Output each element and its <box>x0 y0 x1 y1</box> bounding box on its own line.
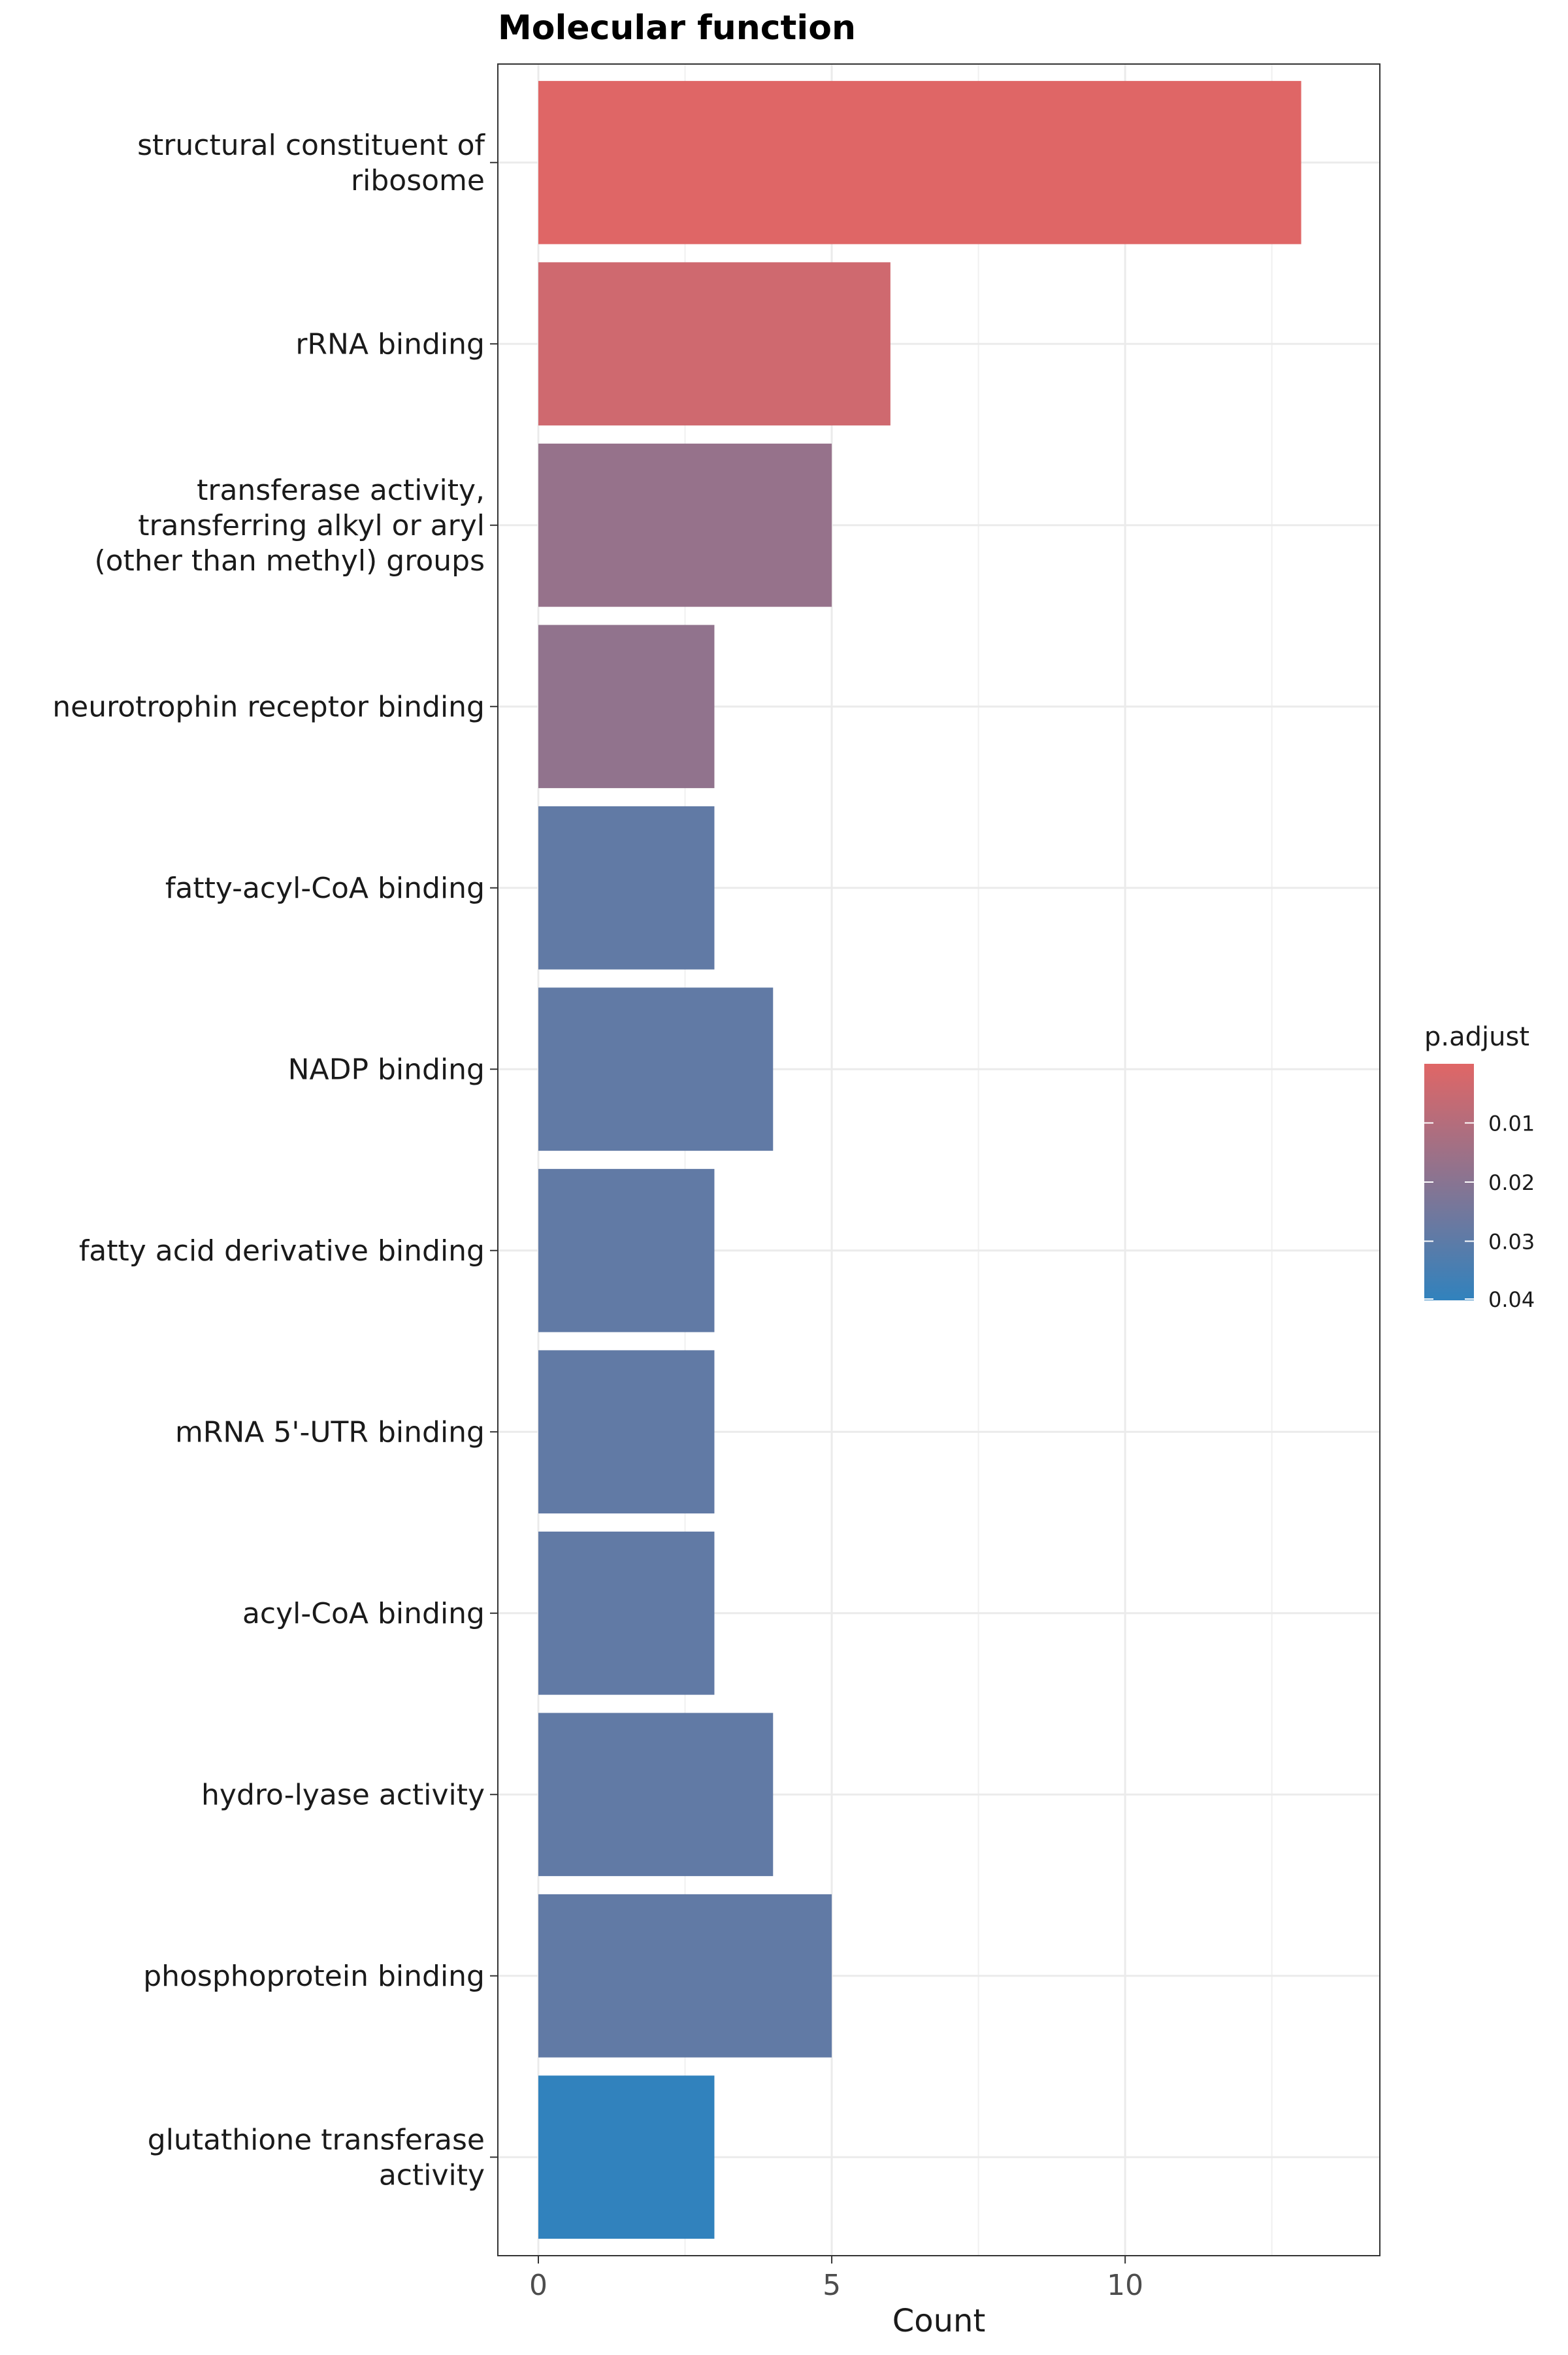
category-label: neurotrophin receptor binding <box>52 690 485 723</box>
bar <box>538 262 890 426</box>
category-label: ribosome <box>351 164 485 197</box>
bar <box>538 1531 715 1695</box>
category-label: transferring alkyl or aryl <box>138 509 485 542</box>
legend-tick-label: 0.03 <box>1488 1230 1535 1255</box>
category-label: phosphoprotein binding <box>143 1960 485 1993</box>
category-label: transferase activity, <box>197 474 485 507</box>
x-tick-label: 5 <box>823 2269 841 2302</box>
category-label: rRNA binding <box>295 327 485 361</box>
chart-title: Molecular function <box>498 8 856 48</box>
bar <box>538 625 715 789</box>
legend-title: p.adjust <box>1424 1022 1529 1052</box>
category-label: glutathione transferase <box>148 2123 485 2156</box>
bar <box>538 443 832 607</box>
category-label: hydro-lyase activity <box>201 1778 485 1811</box>
category-label: fatty-acyl-CoA binding <box>165 872 485 905</box>
bar <box>538 987 774 1151</box>
legend-tick-label: 0.04 <box>1488 1287 1535 1312</box>
bar <box>538 1713 774 1877</box>
bar <box>538 1350 715 1514</box>
bar <box>538 80 1301 244</box>
panel-border <box>497 63 1380 2256</box>
category-label: NADP binding <box>288 1053 485 1086</box>
legend-tick-label: 0.02 <box>1488 1170 1535 1195</box>
bar <box>538 1894 832 2058</box>
x-axis-title: Count <box>892 2303 986 2339</box>
category-label: (other than methyl) groups <box>94 544 485 578</box>
category-label: mRNA 5'-UTR binding <box>175 1415 485 1449</box>
bar <box>538 1168 715 1332</box>
category-label: activity <box>379 2158 485 2192</box>
x-tick-label: 10 <box>1107 2269 1143 2302</box>
category-label: fatty acid derivative binding <box>79 1234 485 1268</box>
bar <box>538 2075 715 2239</box>
legend-tick-label: 0.01 <box>1488 1112 1535 1136</box>
x-tick-label: 0 <box>529 2269 547 2302</box>
category-label: acyl-CoA binding <box>242 1597 485 1630</box>
bar <box>538 806 715 970</box>
category-label: structural constituent of <box>137 129 485 162</box>
